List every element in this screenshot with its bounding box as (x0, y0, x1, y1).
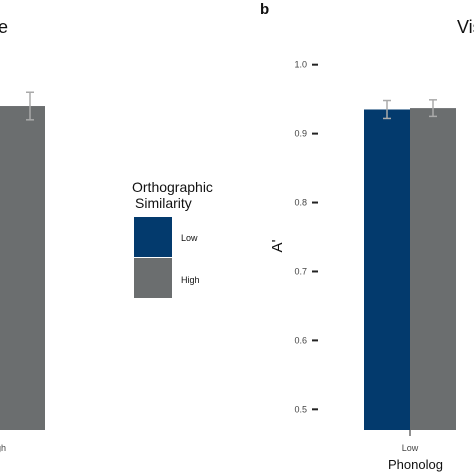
panel-b-y-tick-label: 0.9 (294, 129, 307, 139)
legend-swatch-high (134, 258, 172, 298)
legend-swatch-low (134, 217, 172, 257)
panel-b-y-axis: 0.5 0.6 0.7 0.8 0.9 1.0 (294, 60, 318, 414)
panel-b-y-tick-label: 0.8 (294, 198, 307, 208)
panel-b-x-axis-label: Phonolog (388, 457, 443, 472)
legend-label-low: Low (181, 233, 198, 243)
legend-label-high: High (181, 275, 200, 285)
panel-b-bars (364, 99, 456, 436)
panel-b-y-tick-label: 0.6 (294, 335, 307, 345)
panel-b-bar-low (364, 109, 410, 430)
panel-b-y-axis-label: A' (269, 239, 286, 252)
panel-b-x-tick-label: Low (402, 443, 419, 453)
panel-a-bars (0, 91, 45, 431)
legend-title-line2: Similarity (135, 195, 192, 211)
panel-b: b Vis A' 0.5 0.6 0.7 0.8 0.9 1.0 Low Phonolog (260, 1, 474, 472)
legend-title-line1: Orthographic (132, 179, 213, 195)
panel-b-title: Vis (457, 17, 474, 37)
panel-a-title: e (0, 17, 8, 37)
panel-b-bar-high (410, 108, 456, 430)
panel-a: e gh (0, 17, 45, 453)
panel-a-bar-high (0, 106, 45, 431)
panel-b-y-tick-label: 0.5 (294, 404, 307, 414)
panel-a-x-tick-label: gh (0, 443, 6, 453)
panel-b-y-tick-label: 0.7 (294, 266, 307, 276)
panel-b-label: b (260, 1, 269, 18)
legend: Orthographic Similarity Low High (132, 179, 213, 298)
panel-b-y-tick-label: 1.0 (294, 60, 307, 70)
